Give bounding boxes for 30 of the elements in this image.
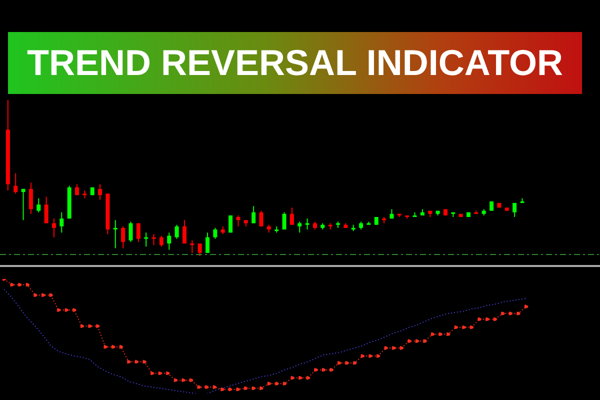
candlestick: [282, 212, 286, 230]
candlestick: [206, 232, 210, 254]
candlestick: [190, 240, 194, 254]
candlestick: [167, 232, 172, 250]
candlestick: [152, 234, 156, 246]
candlestick: [21, 188, 26, 221]
candlestick: [14, 172, 18, 194]
candlestick: [512, 202, 517, 218]
candlestick: [36, 198, 41, 213]
candlestick: [259, 210, 264, 227]
candlestick: [252, 206, 256, 224]
candlestick: [44, 196, 48, 224]
candlestick: [236, 214, 240, 227]
candlestick: [60, 212, 64, 234]
candlestick: [198, 243, 202, 256]
candlestick: [290, 207, 294, 226]
candlestick: [174, 224, 179, 240]
candlestick: [98, 184, 102, 200]
candlestick: [136, 222, 140, 242]
candlestick: [159, 235, 164, 248]
candlestick: [144, 232, 148, 248]
candlestick: [213, 227, 218, 240]
candlestick: [298, 221, 302, 234]
candlestick: [182, 220, 186, 244]
candlestick: [113, 220, 118, 249]
candlestick: [28, 182, 33, 214]
candlestick: [128, 221, 133, 242]
candlestick: [305, 218, 310, 230]
candlestick: [121, 226, 126, 249]
candlestick: [52, 218, 56, 238]
